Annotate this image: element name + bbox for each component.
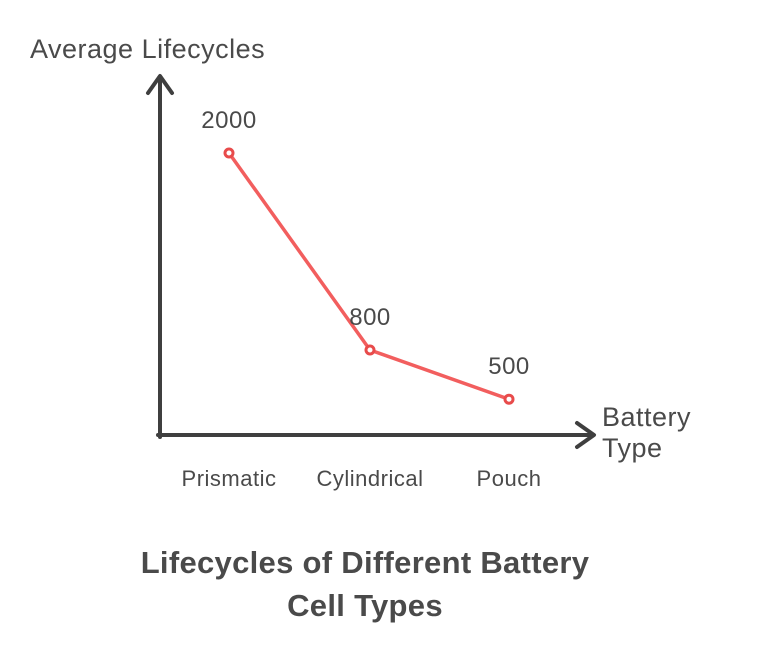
y-axis-arrow-icon	[146, 74, 174, 95]
data-point-pouch	[503, 393, 515, 405]
data-label-pouch: 500	[488, 353, 530, 380]
data-point-cylindrical	[364, 344, 376, 356]
chart-title: Lifecycles of Different Battery Cell Typ…	[0, 541, 730, 627]
x-tick-pouch: Pouch	[476, 466, 542, 491]
data-point-prismatic	[223, 147, 235, 159]
y-axis-title: Average Lifecycles	[30, 34, 266, 64]
data-point-markers	[223, 147, 515, 405]
x-axis	[156, 421, 596, 449]
data-label-prismatic: 2000	[201, 107, 257, 134]
x-tick-prismatic: Prismatic	[181, 466, 277, 491]
x-axis-title: Battery Type	[602, 402, 692, 463]
data-label-cylindrical: 800	[349, 304, 391, 331]
y-axis	[146, 74, 174, 439]
series-line	[227, 151, 511, 401]
chart-title-line2: Cell Types	[287, 588, 443, 623]
chart-title-line1: Lifecycles of Different Battery	[140, 545, 590, 580]
x-tick-cylindrical: Cylindrical	[316, 466, 424, 491]
x-axis-arrow-icon	[575, 421, 596, 449]
